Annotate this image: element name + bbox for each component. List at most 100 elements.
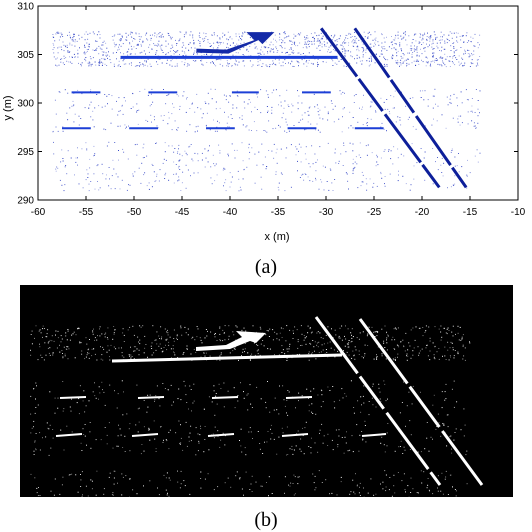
noise-point (187, 328, 189, 330)
noise-point (132, 325, 134, 327)
scatter-point (348, 50, 349, 52)
scatter-point (345, 151, 347, 153)
scatter-point (471, 110, 473, 112)
noise-point (67, 346, 69, 348)
scatter-point (441, 157, 443, 159)
scatter-point (279, 95, 281, 97)
scatter-point (85, 51, 87, 53)
scatter-point (118, 39, 120, 41)
x-tick-label: -10 (511, 207, 526, 218)
scatter-point (349, 142, 351, 144)
noise-point (256, 386, 258, 388)
scatter-point (56, 57, 58, 59)
noise-point (311, 411, 313, 413)
scatter-point (415, 40, 417, 42)
scatter-point (117, 114, 119, 116)
scatter-point (94, 61, 96, 63)
x-tick-label: -55 (79, 207, 94, 218)
noise-point (224, 482, 226, 484)
scatter-point (398, 170, 399, 172)
scatter-point (475, 127, 477, 129)
noise-point (177, 357, 179, 358)
scatter-point (89, 158, 91, 160)
noise-point (89, 339, 90, 340)
scatter-point (411, 48, 413, 50)
scatter-point (439, 57, 441, 59)
scatter-point (345, 172, 347, 174)
scatter-point (351, 56, 353, 58)
noise-point (241, 329, 243, 331)
noise-point (262, 340, 264, 341)
noise-point (122, 328, 124, 330)
noise-point (188, 440, 190, 442)
noise-point (356, 337, 358, 339)
noise-point (367, 333, 369, 335)
noise-point (323, 435, 325, 437)
noise-point (330, 347, 332, 349)
noise-point (469, 341, 470, 343)
scatter-point (426, 36, 428, 37)
scatter-point (386, 36, 387, 38)
scatter-point (284, 59, 286, 61)
scatter-point (432, 60, 434, 62)
scatter-point (223, 34, 225, 36)
scatter-point (284, 190, 286, 192)
noise-point (303, 335, 305, 336)
noise-point (309, 327, 311, 329)
scatter-point (125, 39, 127, 41)
scatter-point (361, 108, 363, 110)
noise-point (349, 493, 351, 495)
scatter-point (405, 105, 407, 107)
noise-point (91, 355, 93, 357)
noise-point (408, 342, 410, 344)
scatter-point (87, 173, 89, 175)
noise-point (286, 412, 287, 414)
scatter-point (152, 34, 153, 36)
scatter-point (466, 99, 468, 100)
scatter-point (327, 119, 329, 121)
scatter-point (268, 120, 270, 122)
noise-point (216, 359, 218, 361)
scatter-point (447, 104, 449, 106)
scatter-point (352, 170, 354, 172)
scatter-point (427, 61, 429, 63)
scatter-point (218, 45, 220, 47)
scatter-point (81, 148, 83, 150)
scatter-point (280, 65, 282, 67)
scatter-point (433, 52, 435, 54)
scatter-point (384, 185, 386, 187)
scatter-point (460, 47, 462, 48)
scatter-point (110, 62, 112, 64)
scatter-point (458, 115, 460, 117)
scatter-point (474, 125, 476, 127)
scatter-point (174, 51, 176, 52)
scatter-point (313, 43, 315, 45)
scatter-point (393, 96, 395, 98)
x-tick-label: -45 (175, 207, 190, 218)
noise-point (433, 356, 435, 358)
scatter-point (54, 40, 56, 42)
noise-point (207, 330, 208, 332)
scatter-point (147, 39, 149, 41)
x-tick-label: -35 (271, 207, 286, 218)
scatter-point (197, 125, 199, 127)
noise-point (405, 491, 406, 493)
noise-point (160, 326, 162, 328)
noise-point (159, 405, 161, 407)
noise-point (409, 345, 411, 347)
scatter-point (295, 35, 297, 37)
scatter-point (402, 61, 404, 63)
noise-point (220, 354, 222, 356)
scatter-point (102, 41, 104, 43)
scatter-point (380, 157, 382, 159)
scatter-point (96, 40, 98, 42)
noise-point (346, 351, 348, 353)
scatter-point (479, 34, 481, 36)
noise-point (249, 358, 251, 360)
scatter-point (419, 36, 421, 38)
scatter-point (472, 37, 474, 39)
noise-point (249, 427, 251, 429)
noise-point (444, 399, 446, 401)
noise-point (160, 426, 162, 427)
noise-point (373, 331, 375, 333)
